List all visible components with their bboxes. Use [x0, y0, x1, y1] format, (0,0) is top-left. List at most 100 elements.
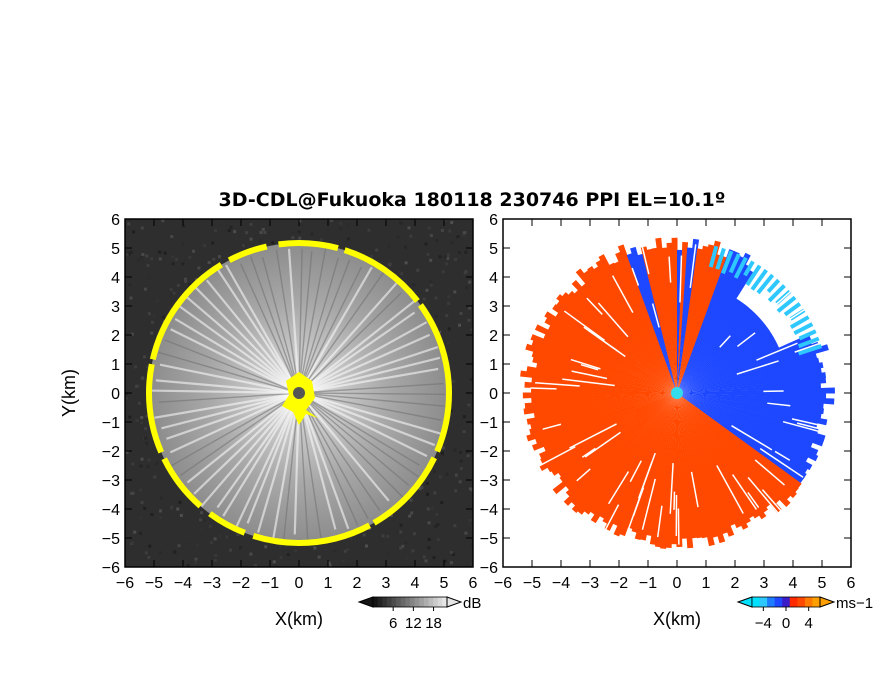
colorbar-left-arrow [736, 596, 753, 608]
noise-speck [214, 229, 218, 233]
velocity-sector [677, 367, 822, 393]
velocity-sector [677, 393, 715, 547]
noise-speck [330, 219, 334, 223]
noise-speck [146, 365, 150, 369]
noise-speck [147, 458, 151, 462]
noise-speck [462, 430, 466, 434]
colorbar-segment [812, 597, 821, 607]
noise-speck [409, 234, 413, 238]
noise-speck [153, 475, 157, 479]
noise-speck [235, 238, 239, 242]
x-tick-label: 4 [789, 575, 798, 592]
noise-speck [131, 541, 135, 545]
noise-speck [213, 558, 217, 562]
noise-speck [459, 459, 463, 463]
velocity-sector [677, 393, 742, 529]
y-tick-label: −6 [102, 560, 120, 577]
velocity-sector [677, 387, 835, 394]
noise-speck [177, 544, 181, 548]
noise-speck [194, 557, 198, 561]
y-tick-label: −4 [480, 502, 498, 519]
noise-speck [203, 518, 207, 522]
noise-speck [370, 254, 374, 258]
echo-ray [158, 392, 300, 403]
noise-speck [208, 524, 212, 528]
noise-speck [399, 221, 403, 225]
velocity-sector [677, 393, 751, 524]
velocity-sector [533, 393, 677, 419]
noise-speck [313, 546, 317, 550]
echo-ray [200, 392, 300, 508]
velocity-sector [532, 393, 677, 451]
velocity-gap [716, 465, 744, 514]
noise-speck [427, 521, 431, 525]
noise-speck [459, 467, 463, 471]
echo-ray [186, 392, 300, 484]
velocity-sector [608, 262, 677, 393]
noise-speck [429, 258, 433, 262]
noise-speck [449, 550, 453, 554]
noise-speck [155, 461, 159, 465]
right-xlabel: X(km) [653, 609, 701, 629]
noise-speck [167, 305, 171, 309]
velocity-gap [651, 303, 660, 328]
noise-speck [449, 561, 453, 565]
noise-speck [178, 500, 182, 504]
velocity-gap [607, 471, 630, 505]
noise-speck [400, 272, 404, 276]
echo-ray [169, 392, 300, 468]
velocity-gap [690, 471, 699, 508]
echo-ray [170, 328, 300, 394]
noise-speck [128, 283, 132, 287]
velocity-gap [638, 452, 656, 499]
noise-speck [209, 530, 213, 534]
noise-speck [434, 314, 438, 318]
noise-speck [233, 230, 237, 234]
noise-speck [458, 480, 462, 484]
echo-ray [298, 392, 381, 512]
velocity-cyan [797, 336, 820, 349]
echo-ray [225, 264, 300, 394]
noise-speck [333, 549, 337, 553]
velocity-gap [736, 360, 779, 375]
noise-speck [426, 507, 430, 511]
noise-speck [145, 414, 149, 418]
noise-speck [155, 299, 159, 303]
noise-speck [425, 288, 429, 292]
velocity-sector [544, 311, 677, 393]
noise-speck [443, 559, 447, 563]
x-tick-label: 3 [760, 575, 769, 592]
velocity-sector [677, 327, 770, 393]
noise-speck [345, 223, 349, 227]
noise-speck [420, 485, 424, 489]
velocity-cyan [797, 344, 823, 356]
noise-speck [159, 509, 163, 513]
velocity-sector [677, 300, 743, 393]
velocity-sector [677, 393, 797, 499]
noise-speck [139, 464, 143, 468]
y-tick-label: 1 [111, 357, 120, 374]
x-tick-label: 1 [324, 575, 333, 592]
colorbar-segment [414, 597, 420, 607]
noise-speck [203, 244, 207, 248]
velocity-gap [736, 332, 756, 348]
y-tick-label: 3 [111, 299, 120, 316]
noise-speck [148, 337, 152, 341]
noise-speck [447, 327, 451, 331]
noise-speck [462, 231, 466, 235]
velocity-sector [677, 393, 799, 493]
velocity-sector [677, 302, 747, 393]
noise-speck [218, 534, 222, 538]
velocity-sector [522, 392, 677, 399]
noise-speck [447, 301, 451, 305]
velocity-cyan [783, 302, 802, 317]
velocity-sector [677, 393, 698, 539]
noise-speck [146, 464, 150, 468]
velocity-gap [569, 423, 617, 449]
noise-speck [131, 462, 135, 466]
noise-speck [152, 314, 156, 318]
echo-ray [298, 282, 398, 394]
velocity-sector [677, 393, 708, 539]
velocity-sector [555, 312, 677, 393]
velocity-sector [617, 244, 677, 393]
